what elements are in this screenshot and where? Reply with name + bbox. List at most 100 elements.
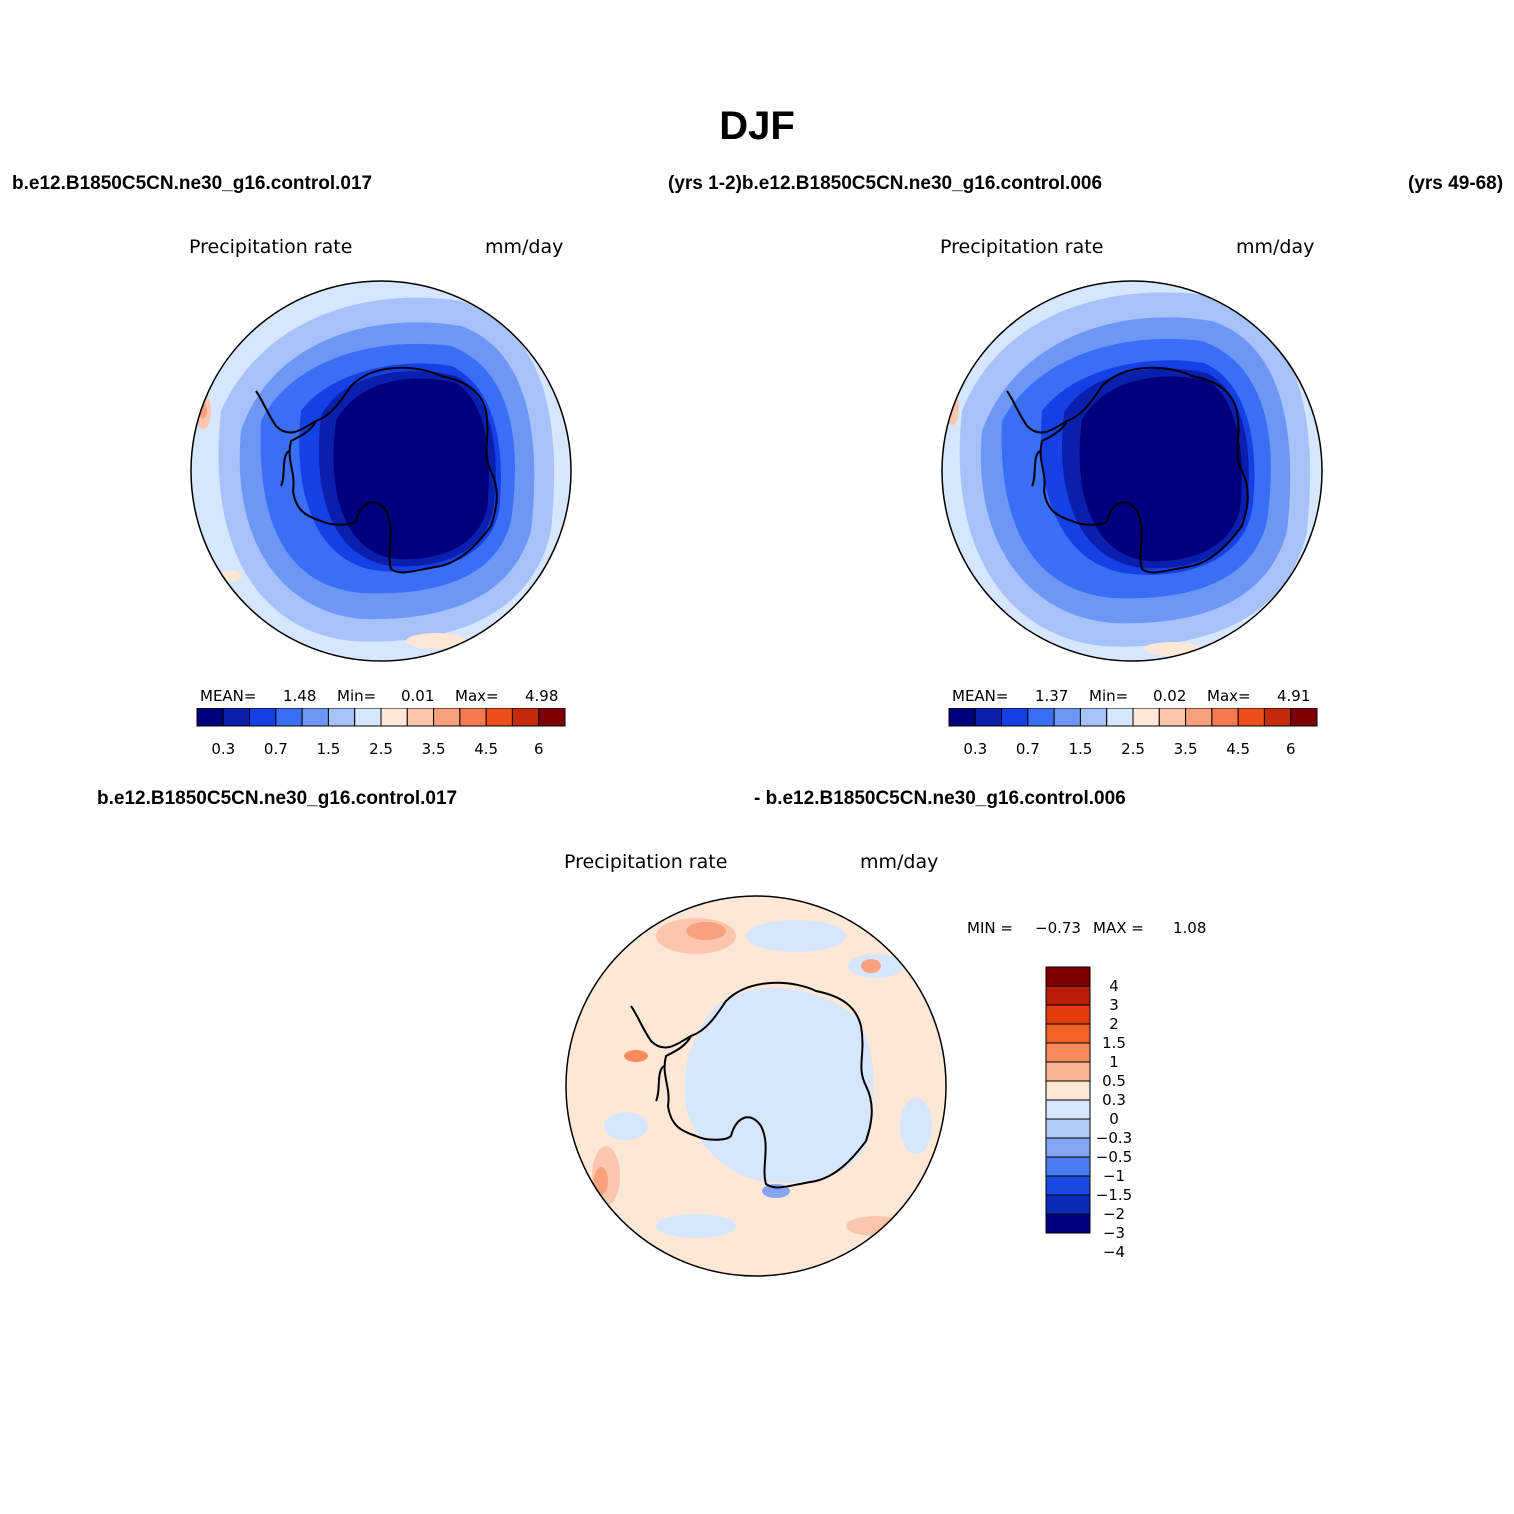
panel2-mean-value: 1.37 xyxy=(1035,687,1069,705)
panel1-max-label: Max= xyxy=(455,687,499,705)
panel3-colorbar-swatch xyxy=(1045,1175,1091,1196)
panel3-min-value: −0.73 xyxy=(1035,919,1081,937)
panel3-colorbar-swatch xyxy=(1045,1213,1091,1234)
panel1-polar-map xyxy=(190,280,572,662)
panel3-variable-label: Precipitation rate xyxy=(564,851,728,873)
panel2-colorbar-tick-label: 4.5 xyxy=(1226,740,1250,758)
panel1-min-value: 0.01 xyxy=(401,687,435,705)
panel3-colorbar-tick-label: −2 xyxy=(1103,1205,1125,1223)
panel2-colorbar-swatch xyxy=(1001,708,1029,727)
panel3-colorbar-swatch xyxy=(1045,1194,1091,1215)
panel2-polar-map xyxy=(941,280,1323,662)
panel2-colorbar-tick-label: 6 xyxy=(1286,740,1296,758)
panel1-colorbar-swatch xyxy=(196,708,224,727)
panel2-colorbar-swatch xyxy=(1290,708,1318,727)
panel3-units-label: mm/day xyxy=(860,851,939,873)
panel1-variable-label: Precipitation rate xyxy=(189,236,353,258)
panel2-colorbar: 0.30.71.52.53.54.568 xyxy=(948,708,1318,758)
panel1-units-label: mm/day xyxy=(485,236,564,258)
panel3-colorbar-tick-label: −0.5 xyxy=(1096,1148,1132,1166)
panel2-colorbar-tick-label: 0.3 xyxy=(963,740,987,758)
top-right-years-label: (yrs 49-68) xyxy=(1408,173,1504,194)
panel1-colorbar-swatch xyxy=(459,708,487,727)
panel1-colorbar-swatch xyxy=(301,708,329,727)
panel2-colorbar-tick-label: 0.7 xyxy=(1016,740,1040,758)
diff-left-case-label: b.e12.B1850C5CN.ne30_g16.control.017 xyxy=(97,788,458,809)
panel2-mean-label: MEAN= xyxy=(952,687,1009,705)
panel3-colorbar-tick-label: 0.5 xyxy=(1102,1072,1126,1090)
panel1-colorbar-swatch xyxy=(485,708,513,727)
panel1-colorbar-tick-label: 6 xyxy=(534,740,544,758)
panel1-colorbar-tick-label: 2.5 xyxy=(369,740,393,758)
panel3-colorbar-tick-label: 3 xyxy=(1109,996,1119,1014)
panel1-map-border xyxy=(190,280,572,662)
panel3-colorbar-swatch xyxy=(1045,1099,1091,1120)
panel2-precip-field xyxy=(942,281,1322,661)
panel3-max-value: 1.08 xyxy=(1173,919,1207,937)
panel3-colorbar-swatch xyxy=(1045,1137,1091,1158)
top-middle-case-label: (yrs 1-2)b.e12.B1850C5CN.ne30_g16.contro… xyxy=(668,173,1103,194)
panel1-colorbar-swatch xyxy=(222,708,251,727)
panel1-colorbar-swatch xyxy=(354,708,382,727)
panel2-colorbar-swatch xyxy=(1132,708,1160,727)
panel1-precip-field xyxy=(191,281,571,661)
panel3-colorbar-tick-label: 1 xyxy=(1109,1053,1119,1071)
panel1-colorbar-swatch xyxy=(406,708,435,727)
panel2-colorbar-tick-label: 2.5 xyxy=(1121,740,1145,758)
panel3-colorbar-tick-label: −1.5 xyxy=(1096,1186,1132,1204)
panel1-colorbar-tick-label: 0.3 xyxy=(211,740,235,758)
panel3-colorbar-tick-label: −0.3 xyxy=(1096,1129,1132,1147)
panel1-colorbar-swatch xyxy=(327,708,356,727)
panel1-colorbar-swatch xyxy=(511,708,540,727)
panel3-colorbar-tick-label: −4 xyxy=(1103,1243,1125,1261)
panel3-colorbar-tick-label: 1.5 xyxy=(1102,1034,1126,1052)
panel1-colorbar-swatch xyxy=(433,708,461,727)
panel3-map-border xyxy=(565,895,947,1277)
top-left-case-label: b.e12.B1850C5CN.ne30_g16.control.017 xyxy=(12,173,373,194)
panel3-colorbar-tick-label: −3 xyxy=(1103,1224,1125,1242)
panel2-colorbar-swatch xyxy=(1027,708,1055,727)
panel1-colorbar-tick-label: 3.5 xyxy=(422,740,446,758)
panel2-colorbar-swatch xyxy=(974,708,1003,727)
panel2-colorbar-swatch xyxy=(1263,708,1292,727)
panel2-map-border xyxy=(941,280,1323,662)
panel3-colorbar-swatch xyxy=(1045,1004,1091,1025)
panel1-mean-value: 1.48 xyxy=(283,687,317,705)
panel3-difference-map xyxy=(565,895,947,1277)
panel1-min-label: Min= xyxy=(337,687,377,705)
panel3-colorbar-swatch xyxy=(1045,1023,1091,1044)
panel2-min-value: 0.02 xyxy=(1153,687,1187,705)
panel1-mean-label: MEAN= xyxy=(200,687,257,705)
panel3-colorbar-tick-label: −1 xyxy=(1103,1167,1125,1185)
panel3-difference-field xyxy=(566,896,946,1276)
figure-title: DJF xyxy=(719,104,795,148)
panel2-min-label: Min= xyxy=(1089,687,1129,705)
panel2-colorbar-swatch xyxy=(1079,708,1108,727)
panel2-colorbar-swatch xyxy=(1211,708,1239,727)
panel2-colorbar-swatch xyxy=(1106,708,1134,727)
panel1-colorbar-tick-label: 4.5 xyxy=(474,740,498,758)
panel2-colorbar-swatch xyxy=(1185,708,1213,727)
panel2-colorbar-swatch xyxy=(1053,708,1081,727)
panel2-colorbar-tick-label: 1.5 xyxy=(1068,740,1092,758)
panel3-colorbar-swatch xyxy=(1045,1080,1091,1101)
panel1-colorbar-swatch xyxy=(275,708,303,727)
panel1-colorbar: 0.30.71.52.53.54.568 xyxy=(196,708,566,758)
panel3-colorbar-swatch xyxy=(1045,1061,1091,1082)
panel2-colorbar-swatch xyxy=(1158,708,1187,727)
panel2-max-label: Max= xyxy=(1207,687,1251,705)
panel2-colorbar-tick-label: 3.5 xyxy=(1174,740,1198,758)
panel3-min-label: MIN = xyxy=(967,919,1013,937)
panel2-colorbar-swatch xyxy=(1237,708,1265,727)
panel3-colorbar-swatch xyxy=(1045,1156,1091,1177)
panel2-variable-label: Precipitation rate xyxy=(940,236,1104,258)
panel3-max-label: MAX = xyxy=(1093,919,1144,937)
panel3-colorbar-tick-label: 0 xyxy=(1109,1110,1119,1128)
diff-right-case-label: - b.e12.B1850C5CN.ne30_g16.control.006 xyxy=(754,788,1126,809)
panel2-max-value: 4.91 xyxy=(1277,687,1311,705)
panel2-units-label: mm/day xyxy=(1236,236,1315,258)
panel3-colorbar-swatch xyxy=(1045,966,1091,987)
panel1-colorbar-swatch xyxy=(249,708,277,727)
panel3-colorbar-swatch xyxy=(1045,985,1091,1006)
